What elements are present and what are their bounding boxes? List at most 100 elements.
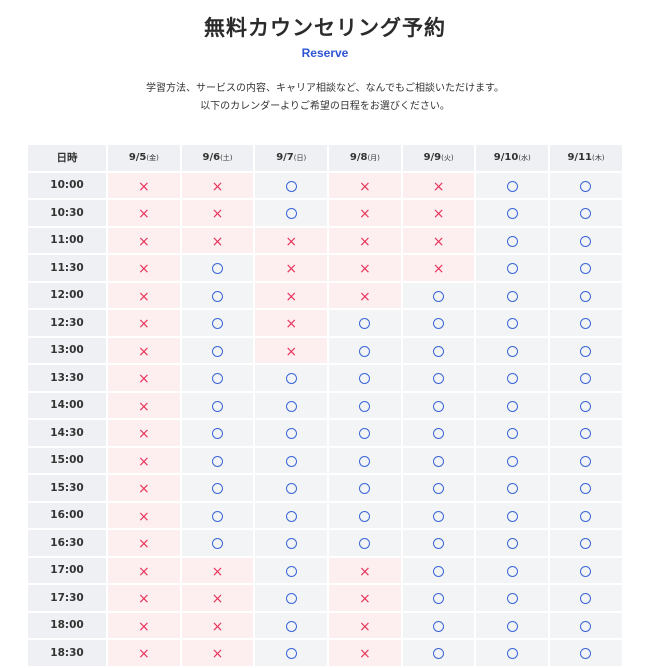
slot-available[interactable] (550, 227, 622, 253)
slot-available[interactable] (181, 282, 254, 308)
slot-available[interactable] (550, 585, 622, 611)
slot-available[interactable] (255, 200, 328, 226)
slot-available[interactable] (476, 585, 549, 611)
slot-available[interactable] (181, 365, 254, 391)
slot-available[interactable] (181, 310, 254, 336)
cross-icon: × (211, 618, 224, 635)
cross-icon: × (432, 206, 445, 223)
slot-available[interactable] (550, 310, 622, 336)
slot-available[interactable] (402, 420, 475, 446)
slot-available[interactable] (550, 612, 622, 638)
slot-available[interactable] (402, 447, 475, 473)
slot-available[interactable] (255, 392, 328, 418)
slot-available[interactable] (402, 585, 475, 611)
slot-available[interactable] (550, 337, 622, 363)
slot-available[interactable] (476, 365, 549, 391)
slot-available[interactable] (329, 365, 401, 391)
slot-available[interactable] (476, 200, 549, 226)
slot-available[interactable] (255, 585, 328, 611)
slot-available[interactable] (181, 337, 254, 363)
slot-available[interactable] (476, 530, 549, 556)
slot-available[interactable] (550, 475, 622, 501)
slot-available[interactable] (329, 392, 401, 418)
slot-available[interactable] (255, 420, 328, 446)
slot-available[interactable] (255, 612, 328, 638)
slot-available[interactable] (255, 530, 328, 556)
slot-available[interactable] (550, 282, 622, 308)
slot-available[interactable] (476, 447, 549, 473)
slot-available[interactable] (402, 502, 475, 528)
slot-available[interactable] (402, 310, 475, 336)
slot-available[interactable] (402, 612, 475, 638)
slot-available[interactable] (255, 502, 328, 528)
slot-available[interactable] (550, 557, 622, 583)
slot-available[interactable] (476, 502, 549, 528)
slot-available[interactable] (476, 392, 549, 418)
slot-available[interactable] (550, 255, 622, 281)
slot-available[interactable] (476, 557, 549, 583)
slot-available[interactable] (329, 420, 401, 446)
slot-available[interactable] (476, 640, 549, 666)
slot-available[interactable] (402, 337, 475, 363)
slot-available[interactable] (402, 392, 475, 418)
slot-available[interactable] (476, 227, 549, 253)
slot-available[interactable] (550, 447, 622, 473)
slot-available[interactable] (550, 502, 622, 528)
day-header: 9/9(火) (402, 145, 475, 171)
day-of-week: (水) (518, 154, 531, 163)
slot-unavailable: × (329, 200, 401, 226)
time-label: 17:30 (28, 585, 106, 611)
circle-icon (580, 428, 592, 440)
slot-available[interactable] (181, 255, 254, 281)
slot-available[interactable] (402, 640, 475, 666)
slot-available[interactable] (181, 392, 254, 418)
slot-available[interactable] (476, 420, 549, 446)
slot-available[interactable] (550, 365, 622, 391)
slot-available[interactable] (329, 337, 401, 363)
slot-available[interactable] (476, 337, 549, 363)
slot-available[interactable] (255, 475, 328, 501)
slot-available[interactable] (402, 475, 475, 501)
slot-unavailable: × (181, 585, 254, 611)
slot-available[interactable] (181, 475, 254, 501)
slot-available[interactable] (329, 530, 401, 556)
slot-available[interactable] (476, 282, 549, 308)
slot-available[interactable] (181, 530, 254, 556)
slot-available[interactable] (255, 172, 328, 198)
slot-available[interactable] (550, 640, 622, 666)
cross-icon: × (137, 563, 150, 580)
slot-available[interactable] (255, 365, 328, 391)
cross-icon: × (285, 233, 298, 250)
slot-available[interactable] (476, 310, 549, 336)
slot-available[interactable] (255, 557, 328, 583)
slot-available[interactable] (181, 502, 254, 528)
slot-unavailable: × (181, 172, 254, 198)
slot-available[interactable] (181, 420, 254, 446)
slot-available[interactable] (550, 392, 622, 418)
slot-available[interactable] (550, 172, 622, 198)
slot-available[interactable] (329, 502, 401, 528)
slot-available[interactable] (476, 612, 549, 638)
circle-icon (285, 373, 297, 385)
slot-available[interactable] (255, 640, 328, 666)
time-row: 16:00 × (28, 502, 622, 528)
slot-available[interactable] (181, 447, 254, 473)
slot-available[interactable] (550, 420, 622, 446)
slot-available[interactable] (255, 447, 328, 473)
cross-icon: × (285, 343, 298, 360)
day-date: 9/7 (276, 152, 294, 164)
cross-icon: × (359, 261, 371, 278)
slot-unavailable: × (108, 475, 180, 501)
slot-available[interactable] (402, 282, 475, 308)
slot-available[interactable] (476, 475, 549, 501)
slot-available[interactable] (476, 255, 549, 281)
slot-available[interactable] (402, 530, 475, 556)
slot-available[interactable] (329, 310, 401, 336)
slot-available[interactable] (329, 475, 401, 501)
slot-available[interactable] (550, 200, 622, 226)
slot-available[interactable] (402, 365, 475, 391)
slot-available[interactable] (402, 557, 475, 583)
slot-available[interactable] (550, 530, 622, 556)
slot-available[interactable] (476, 172, 549, 198)
slot-available[interactable] (329, 447, 401, 473)
